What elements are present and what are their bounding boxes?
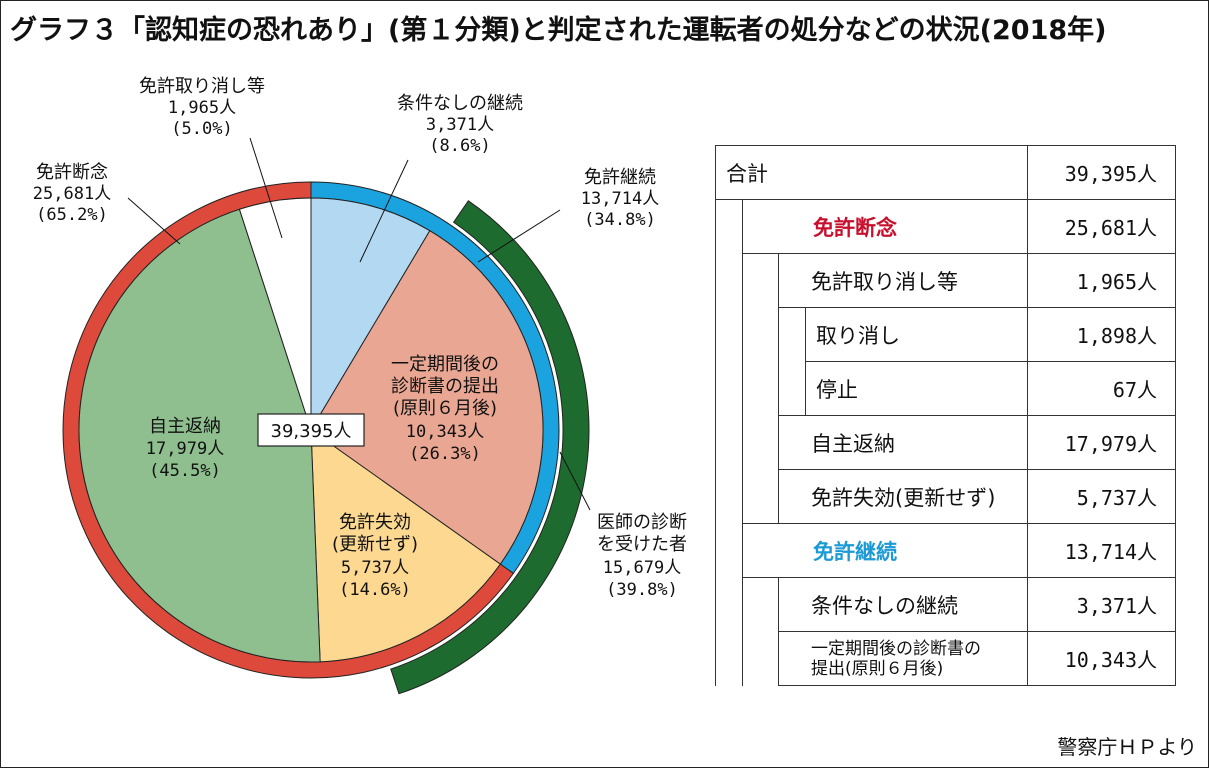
pie-slice-diagnosis_submit <box>310 230 544 565</box>
row-giveup-label: 免許断念 <box>813 215 897 240</box>
table-row: 自主返納 17,979人 <box>716 415 1176 470</box>
label-revocation-value: 1,965人 <box>168 98 236 118</box>
label-ring-continue-name: 免許継続 <box>584 167 656 188</box>
label-self-return-pct: (45.5%) <box>149 461 221 481</box>
row-giveup-value: 25,681人 <box>1027 199 1176 254</box>
label-self-return-name: 自主返納 <box>149 416 221 437</box>
label-diagnosis-line3: (原則６月後) <box>393 398 497 419</box>
label-ring-giveup-value: 25,681人 <box>33 184 111 204</box>
row-suspend-label: 停止 <box>805 361 1028 416</box>
pie-slice-expired <box>310 429 501 663</box>
row-diagnosis-label-line2: 提出(原則６月後) <box>811 658 944 679</box>
label-ring-doctor-line2: を受けた者 <box>597 534 687 555</box>
label-diagnosis-line2: 診断書の提出 <box>391 376 499 397</box>
label-revocation-name: 免許取り消し等 <box>139 76 265 97</box>
row-unconditional-value: 3,371人 <box>1027 577 1176 632</box>
row-cancel-label: 取り消し <box>805 307 1028 362</box>
row-cancel-value: 1,898人 <box>1027 307 1176 362</box>
table-row: 免許失効(更新せず) 5,737人 <box>716 469 1176 524</box>
table-row: 条件なしの継続 3,371人 <box>716 577 1176 686</box>
row-revocation-value: 1,965人 <box>1027 253 1176 308</box>
table-row: 免許断念 25,681人 <box>715 199 1176 686</box>
label-unconditional-name: 条件なしの継続 <box>397 93 523 114</box>
table-row: 一定期間後の診断書の 提出(原則６月後) 10,343人 <box>716 631 1176 686</box>
label-expired-pct: (14.6%) <box>339 580 411 600</box>
row-revocation-label: 免許取り消し等 <box>778 253 1028 308</box>
label-expired-line1: 免許失効 <box>339 512 411 533</box>
table-row: 免許取り消し等 1,965人 <box>716 253 1176 524</box>
leader-ring-giveup <box>127 197 181 245</box>
table-row: 取り消し 1,898人 <box>716 307 1176 416</box>
label-ring-continue-value: 13,714人 <box>581 189 659 209</box>
leader-unconditional <box>359 159 409 263</box>
total-label: 39,395人 <box>271 421 352 442</box>
label-unconditional-value: 3,371人 <box>426 115 494 135</box>
source-credit: 警察庁ＨＰより <box>1057 735 1197 759</box>
pie-slice-self_return <box>78 208 321 663</box>
row-expired-label: 免許失効(更新せず) <box>778 469 1028 524</box>
leader-ring-continue <box>477 209 561 263</box>
row-diagnosis-label-line1: 一定期間後の診断書の <box>811 638 981 659</box>
pie-slice-revocation <box>238 197 312 431</box>
leader-ring-doctor <box>559 451 591 511</box>
chart-title: グラフ３「認知症の恐れあり」(第１分類)と判定された運転者の処分などの状況(20… <box>10 15 1107 46</box>
row-continue-label: 免許継続 <box>813 539 897 564</box>
table-row: 停止 67人 <box>716 361 1176 416</box>
label-ring-giveup-pct: (65.2%) <box>36 205 108 225</box>
row-expired-value: 5,737人 <box>1027 469 1176 524</box>
row-unconditional-label: 条件なしの継続 <box>778 577 1028 632</box>
ring-segment-doctor <box>390 200 590 695</box>
label-diagnosis-value: 10,343人 <box>406 422 484 442</box>
label-ring-doctor-value: 15,679人 <box>603 558 681 578</box>
row-continue-value: 13,714人 <box>1027 523 1176 578</box>
label-unconditional-pct: (8.6%) <box>429 136 490 156</box>
row-self-return-label: 自主返納 <box>778 415 1028 470</box>
label-ring-giveup-name: 免許断念 <box>36 161 108 183</box>
row-self-return-value: 17,979人 <box>1027 415 1176 470</box>
leader-revocation <box>249 137 283 239</box>
label-ring-doctor-line1: 医師の診断 <box>597 512 687 533</box>
row-diagnosis-value: 10,343人 <box>1027 631 1176 686</box>
table-row: 合計 39,395人 <box>715 145 1176 200</box>
pie-slice-unconditional <box>310 197 431 432</box>
label-self-return-value: 17,979人 <box>146 439 224 459</box>
row-total-value: 39,395人 <box>1027 145 1176 200</box>
label-ring-doctor-pct: (39.8%) <box>606 580 678 600</box>
label-expired-value: 5,737人 <box>341 558 409 578</box>
label-expired-line2: (更新せず) <box>332 534 418 555</box>
summary-table: 合計 39,395人 免許断念 25,681人 免許取り消し等 1,965人 取… <box>715 145 1176 686</box>
row-total-label: 合計 <box>715 145 1028 200</box>
label-revocation-pct: (5.0%) <box>171 119 232 139</box>
total-box <box>257 413 365 447</box>
label-diagnosis-pct: (26.3%) <box>409 444 481 464</box>
row-suspend-value: 67人 <box>1027 361 1176 416</box>
label-diagnosis-line1: 一定期間後の <box>391 354 499 375</box>
table-row: 免許継続 13,714人 <box>716 523 1176 578</box>
label-ring-continue-pct: (34.8%) <box>584 210 656 230</box>
